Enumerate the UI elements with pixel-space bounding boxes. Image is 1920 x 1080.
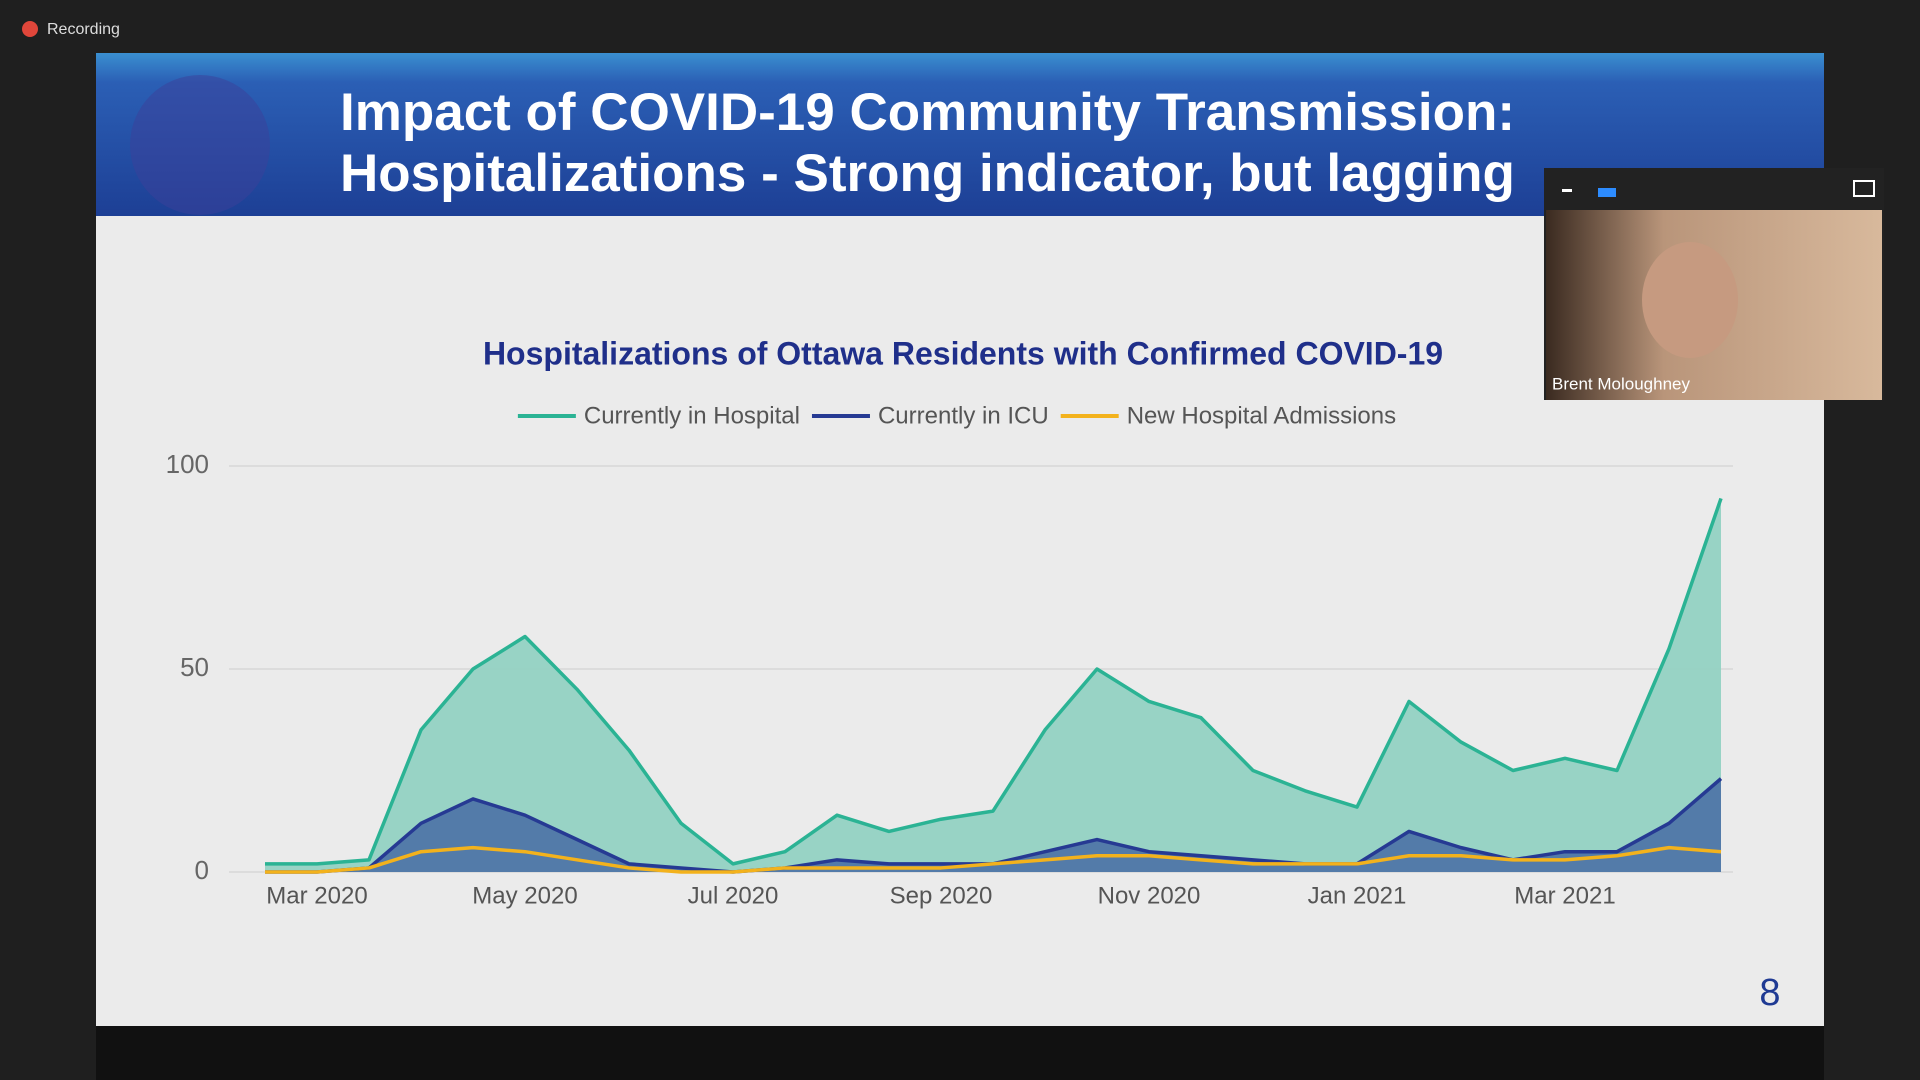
participant-face bbox=[1642, 242, 1738, 358]
page-number: 8 bbox=[1759, 972, 1780, 1014]
y-tick-label: 0 bbox=[195, 855, 209, 885]
x-tick-label: May 2020 bbox=[472, 882, 577, 909]
slide-title-line: Hospitalizations - Strong indicator, but… bbox=[340, 144, 1515, 203]
chart: Hospitalizations of Ottawa Residents wit… bbox=[166, 335, 1733, 909]
bottom-bar bbox=[96, 1026, 1824, 1080]
view-button[interactable] bbox=[1598, 188, 1616, 197]
legend-label: Currently in Hospital bbox=[584, 402, 800, 429]
legend-item: Currently in Hospital bbox=[517, 402, 800, 429]
legend-label: New Hospital Admissions bbox=[1127, 402, 1396, 429]
x-tick-label: Mar 2020 bbox=[266, 882, 367, 909]
slide-header bbox=[96, 53, 1824, 216]
line bbox=[265, 845, 1722, 874]
chart-title: Hospitalizations of Ottawa Residents wit… bbox=[483, 335, 1443, 371]
virus-decoration bbox=[130, 75, 270, 215]
recording-label: Recording bbox=[47, 21, 120, 38]
x-tick-label: Jan 2021 bbox=[1308, 882, 1407, 909]
y-tick-label: 50 bbox=[180, 652, 209, 682]
area bbox=[265, 498, 1721, 872]
video-tile[interactable]: Brent Moloughney bbox=[1544, 168, 1884, 400]
x-tick-label: Sep 2020 bbox=[890, 882, 993, 909]
legend-item: New Hospital Admissions bbox=[1060, 402, 1396, 429]
minimize-button[interactable] bbox=[1562, 189, 1572, 192]
x-tick-label: Nov 2020 bbox=[1098, 882, 1201, 909]
participant-name: Brent Moloughney bbox=[1552, 374, 1690, 393]
recording-dot bbox=[22, 21, 38, 37]
x-tick-label: Jul 2020 bbox=[688, 882, 779, 909]
slide-title-line: Impact of COVID-19 Community Transmissio… bbox=[340, 83, 1515, 142]
x-tick-label: Mar 2021 bbox=[1514, 882, 1615, 909]
expand-button[interactable] bbox=[1853, 180, 1875, 197]
legend-label: Currently in ICU bbox=[878, 402, 1049, 429]
y-tick-label: 100 bbox=[166, 449, 209, 479]
line bbox=[265, 497, 1723, 866]
legend-item: Currently in ICU bbox=[811, 402, 1049, 429]
area bbox=[265, 778, 1721, 872]
